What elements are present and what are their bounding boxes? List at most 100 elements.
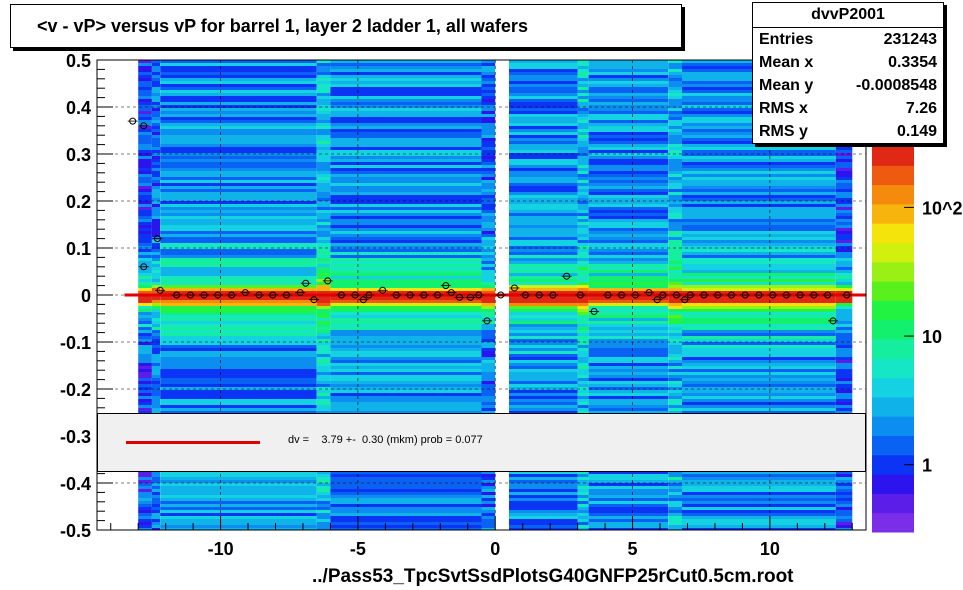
heatmap-cell: [588, 126, 669, 129]
heatmap-cell: [588, 486, 669, 489]
heatmap-cell: [577, 285, 589, 288]
heatmap-cell: [330, 357, 482, 360]
fit-legend-text: dv = 3.79 +- 0.30 (mkm) prob = 0.077: [288, 434, 483, 446]
heatmap-cell: [588, 351, 669, 354]
heatmap-cell: [577, 327, 589, 330]
heatmap-cell: [577, 372, 589, 375]
heatmap-cell: [160, 204, 317, 207]
color-scale-segment: [872, 261, 914, 282]
heatmap-cell: [481, 402, 496, 405]
heatmap-cell: [668, 123, 682, 126]
heatmap-cell: [509, 129, 578, 132]
heatmap-cell: [577, 351, 589, 354]
heatmap-cell: [577, 498, 589, 501]
heatmap-cell: [160, 318, 317, 321]
heatmap-cell: [151, 378, 161, 381]
heatmap-cell: [509, 486, 578, 489]
heatmap-cell: [151, 342, 161, 345]
heatmap-cell: [577, 501, 589, 504]
heatmap-cell: [330, 267, 482, 270]
heatmap-cell: [668, 267, 682, 270]
heatmap-cell: [509, 60, 578, 63]
heatmap-cell: [481, 399, 496, 402]
heatmap-cell: [160, 165, 317, 168]
heatmap-cell: [138, 126, 152, 129]
heatmap-cell: [668, 345, 682, 348]
heatmap-cell: [668, 114, 682, 117]
heatmap-cell: [330, 126, 482, 129]
heatmap-cell: [481, 150, 496, 153]
heatmap-cell: [160, 246, 317, 249]
heatmap-cell: [682, 246, 836, 249]
heatmap-cell: [481, 252, 496, 255]
heatmap-cell: [668, 408, 682, 411]
heatmap-cell: [160, 402, 317, 405]
heatmap-cell: [330, 183, 482, 186]
heatmap-cell: [330, 480, 482, 483]
heatmap-cell: [682, 516, 836, 519]
heatmap-cell: [577, 189, 589, 192]
heatmap-cell: [682, 198, 836, 201]
heatmap-cell: [668, 327, 682, 330]
heatmap-cell: [588, 198, 669, 201]
heatmap-cell: [138, 168, 152, 171]
heatmap-cell: [316, 489, 331, 492]
heatmap-cell: [160, 99, 317, 102]
heatmap-cell: [509, 186, 578, 189]
heatmap-cell: [481, 486, 496, 489]
heatmap-cell: [835, 411, 853, 414]
heatmap-cell: [577, 84, 589, 87]
heatmap-cell: [509, 306, 578, 309]
heatmap-cell: [577, 246, 589, 249]
heatmap-cell: [668, 489, 682, 492]
heatmap-cell: [151, 162, 161, 165]
heatmap-cell: [481, 288, 496, 291]
heatmap-cell: [160, 234, 317, 237]
heatmap-cell: [682, 369, 836, 372]
heatmap-cell: [577, 150, 589, 153]
heatmap-cell: [509, 270, 578, 273]
heatmap-cell: [668, 333, 682, 336]
heatmap-cell: [509, 285, 578, 288]
heatmap-cell: [330, 516, 482, 519]
heatmap-cell: [330, 366, 482, 369]
heatmap-cell: [481, 267, 496, 270]
heatmap-cell: [509, 312, 578, 315]
heatmap-cell: [481, 273, 496, 276]
heatmap-cell: [330, 495, 482, 498]
heatmap-cell: [835, 297, 853, 300]
heatmap-cell: [588, 63, 669, 66]
heatmap-cell: [835, 306, 853, 309]
heatmap-cell: [509, 528, 578, 530]
heatmap-cell: [481, 231, 496, 234]
heatmap-cell: [160, 357, 317, 360]
heatmap-cell: [316, 324, 331, 327]
y-tick-label: -0.2: [60, 380, 91, 400]
heatmap-cell: [588, 72, 669, 75]
heatmap-cell: [481, 138, 496, 141]
heatmap-cell: [316, 69, 331, 72]
heatmap-cell: [509, 237, 578, 240]
heatmap-cell: [160, 381, 317, 384]
heatmap-cell: [588, 279, 669, 282]
profile-point: [420, 291, 428, 299]
heatmap-cell: [151, 174, 161, 177]
heatmap-cell: [577, 279, 589, 282]
heatmap-cell: [151, 297, 161, 300]
heatmap-cell: [138, 201, 152, 204]
heatmap-cell: [316, 297, 331, 300]
heatmap-cell: [151, 288, 161, 291]
heatmap-cell: [577, 228, 589, 231]
heatmap-cell: [160, 120, 317, 123]
heatmap-cell: [160, 162, 317, 165]
heatmap-cell: [509, 195, 578, 198]
heatmap-cell: [588, 471, 669, 474]
heatmap-cell: [588, 411, 669, 414]
heatmap-cell: [151, 165, 161, 168]
heatmap-cell: [138, 279, 152, 282]
heatmap-cell: [577, 162, 589, 165]
heatmap-cell: [330, 192, 482, 195]
heatmap-cell: [151, 159, 161, 162]
heatmap-cell: [668, 198, 682, 201]
heatmap-cell: [682, 405, 836, 408]
